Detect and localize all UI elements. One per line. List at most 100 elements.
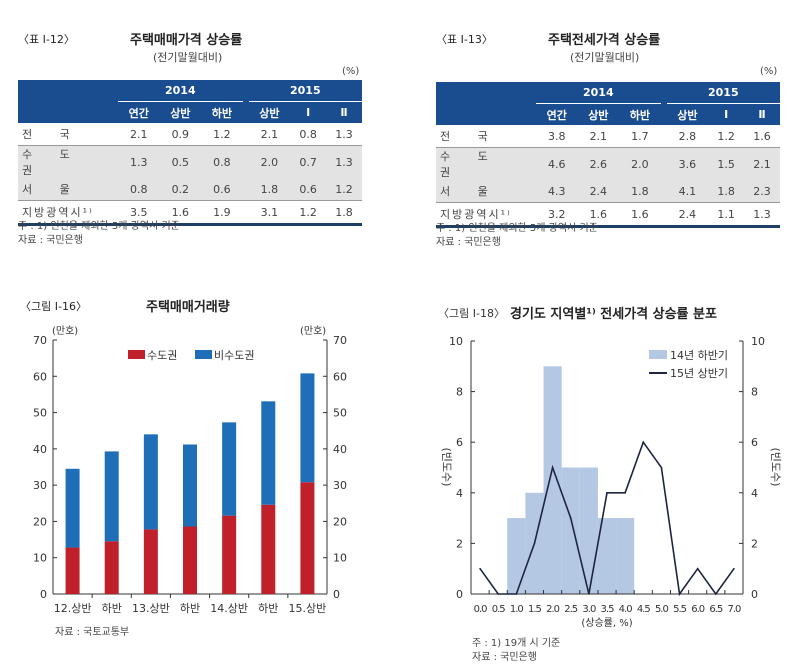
x-tick-label: 1.0 xyxy=(510,604,524,615)
table-13-note: 주 : 1) 인천을 제외한 5개 광역시 기준 자료 : 국민은행 xyxy=(436,222,598,250)
source: 자료 : 국민은행 xyxy=(472,652,537,663)
bar-capital xyxy=(300,482,315,594)
cell: 1.8 xyxy=(619,180,661,203)
fig-16-title: 주택매매거래량 xyxy=(146,300,230,315)
bar-capital xyxy=(183,526,197,594)
x-tick-label: 3.5 xyxy=(601,604,615,615)
legend-label: 14년 하반기 xyxy=(670,348,728,362)
line-point xyxy=(497,593,499,595)
cell: 1.9 xyxy=(201,200,243,225)
fig-16-label: 〈그림 Ⅰ-16〉 xyxy=(20,300,87,313)
cell: 2.0 xyxy=(248,145,291,178)
line-point xyxy=(588,593,590,595)
header-gap xyxy=(660,82,667,104)
table-12-unit: (%) xyxy=(342,66,360,77)
x-tick-label: 0.5 xyxy=(492,604,506,615)
y-axis-title-right: (빈도수) xyxy=(769,448,782,487)
x-tick-label: 13.상반 xyxy=(132,602,170,615)
cell: 2.3 xyxy=(744,180,780,203)
y-tick-label-left: 20 xyxy=(33,515,47,528)
cell: 1.3 xyxy=(118,145,160,178)
bar-capital xyxy=(104,541,119,594)
y-tick-label-right: 20 xyxy=(333,515,347,528)
column-header: 하반 xyxy=(619,103,661,125)
cell: 1.8 xyxy=(326,200,362,225)
bar-non-capital xyxy=(183,444,197,527)
cell: 3.2 xyxy=(536,202,578,227)
y-tick-label-left: 4 xyxy=(456,487,463,500)
cell: 2.4 xyxy=(666,202,709,227)
cell: 1.5 xyxy=(708,147,745,180)
y-tick-label-right: 6 xyxy=(751,436,758,449)
cell: 3.6 xyxy=(666,147,709,180)
gap xyxy=(242,145,249,178)
column-header: 연간 xyxy=(536,103,578,125)
header-blank xyxy=(436,82,536,104)
footnote: 주 : 1) 인천을 제외한 5개 광역시 기준 xyxy=(18,221,180,232)
table-13-unit: (%) xyxy=(760,66,778,77)
table-bottom-rule xyxy=(18,223,362,227)
gap xyxy=(242,200,249,225)
header-blank xyxy=(18,80,118,102)
y-tick-label-left: 0 xyxy=(40,588,47,601)
bar-capital xyxy=(65,547,80,594)
fig-18-chart: 0 0 2 2 4 4 6 6 8 8 10 10 0.0 0.5 1.0 1.5 2.0 2.5 3.0 3.5 4.… xyxy=(440,335,782,629)
line-point xyxy=(606,492,608,494)
fig-18-label: 〈그림 Ⅰ-18〉 xyxy=(438,307,505,320)
gap xyxy=(242,178,249,201)
x-tick-label: 7.0 xyxy=(727,604,741,615)
legend-swatch xyxy=(649,350,667,359)
histogram-bar xyxy=(561,467,580,594)
bar-non-capital xyxy=(104,451,119,542)
table-row: 지방광역시¹⁾ 3.2 1.6 1.6 2.4 1.1 1.3 xyxy=(436,202,780,227)
cell: 1.2 xyxy=(290,200,327,225)
y-tick-label-left: 6 xyxy=(456,436,463,449)
line-point xyxy=(733,567,735,570)
y-axis-title-left: (빈도수) xyxy=(440,448,453,487)
y-tick-label-right: 40 xyxy=(333,443,347,456)
y-tick-label-left: 8 xyxy=(456,386,463,399)
cell: 2.1 xyxy=(130,127,148,141)
cell: 1.2 xyxy=(213,127,231,141)
x-tick-label: 하반 xyxy=(102,601,122,615)
cell: 0.7 xyxy=(290,145,327,178)
cell: 1.8 xyxy=(708,180,745,203)
column-header: Ⅰ xyxy=(708,103,745,125)
row-label: 서 울 xyxy=(436,180,536,203)
y-tick-label-left: 50 xyxy=(33,407,47,420)
cell: 0.9 xyxy=(171,127,190,141)
histogram-bar xyxy=(579,467,598,594)
row-label: 지방광역시¹⁾ xyxy=(18,200,118,225)
bar-capital xyxy=(222,515,237,594)
cell: 0.8 xyxy=(299,127,317,141)
y-axis-unit-left: (만호) xyxy=(52,325,78,337)
fig-16-source: 자료 : 국토교통부 xyxy=(55,627,130,638)
source: 자료 : 국민은행 xyxy=(18,235,83,246)
y-tick-label-left: 0 xyxy=(456,588,463,601)
row-label: 전 국 xyxy=(22,128,82,141)
line-point xyxy=(533,542,536,545)
row-label: 지방광역시¹⁾ xyxy=(436,202,536,227)
year-header: 2015 xyxy=(248,80,362,102)
table-13-title: 주택전세가격 상승률 xyxy=(548,33,661,48)
cell: 1.3 xyxy=(744,202,780,227)
y-tick-label-right: 60 xyxy=(333,370,347,383)
y-tick-label-left: 60 xyxy=(33,370,47,383)
line-point xyxy=(569,517,572,519)
table-row: 수 도 권 1.3 0.5 0.8 2.0 0.7 1.3 xyxy=(18,145,362,178)
header-gap xyxy=(242,80,249,102)
header-gap xyxy=(242,101,249,123)
y-tick-label-right: 2 xyxy=(751,537,758,550)
cell: 2.6 xyxy=(577,147,620,180)
y-tick-label-right: 10 xyxy=(333,552,347,565)
y-tick-label-right: 10 xyxy=(751,335,765,348)
histogram-bar xyxy=(507,518,526,594)
cell: 2.4 xyxy=(577,180,620,203)
cell: 1.7 xyxy=(631,129,649,143)
histogram-bar xyxy=(597,518,617,594)
x-tick-label: 12.상반 xyxy=(54,602,92,615)
y-tick-label-left: 70 xyxy=(33,334,47,347)
cell: 0.5 xyxy=(159,145,202,178)
table-row: 수 도 권 4.6 2.6 2.0 3.6 1.5 2.1 xyxy=(436,147,780,180)
